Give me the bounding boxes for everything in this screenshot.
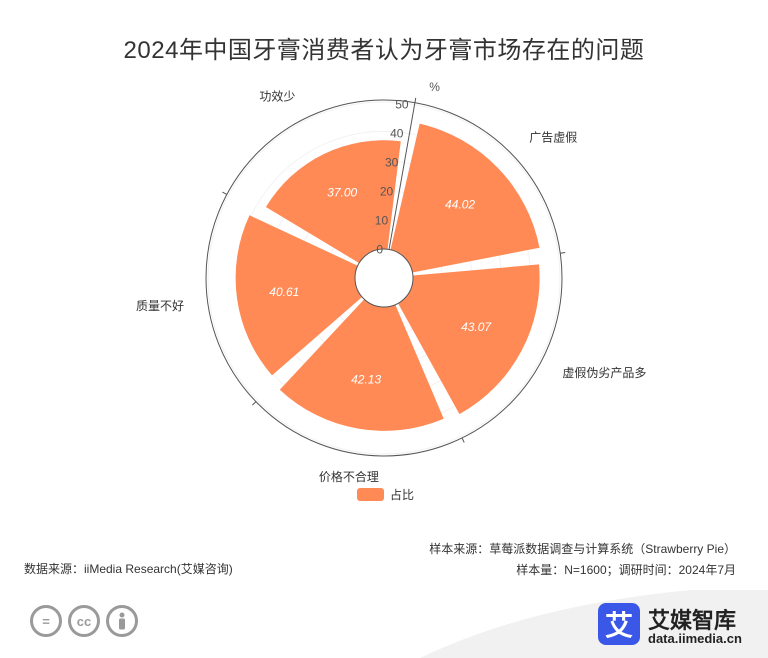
category-label-1: 广告虚假 [529, 131, 577, 145]
legend-swatch [357, 488, 384, 501]
legend[interactable]: 占比 [357, 486, 414, 503]
footer-background [420, 590, 768, 658]
bar-3 [279, 299, 444, 431]
brand-name: 艾媒智库 [648, 608, 737, 633]
outer-tick [461, 437, 465, 443]
category-label-2: 虚假伪劣产品多 [562, 366, 646, 380]
bar-1 [390, 123, 540, 273]
radial-tick-label: 20 [380, 185, 394, 199]
bar-4 [235, 215, 363, 376]
inner-circle [354, 248, 414, 308]
radial-axis-unit: % [429, 80, 440, 94]
radial-tick-label: 10 [375, 213, 389, 227]
grid-ring [207, 101, 561, 455]
nd-license-icon: = [30, 605, 62, 637]
category-label-3: 价格不合理 [319, 469, 379, 484]
sample-source: 样本来源：草莓派数据调查与计算系统（Strawberry Pie） [429, 542, 736, 556]
radial-tick-label: 30 [385, 156, 399, 170]
bar-5 [265, 140, 401, 264]
category-label-5: 功效少 [259, 88, 295, 103]
value-label-2: 43.07 [461, 320, 492, 334]
bar-2 [398, 264, 540, 415]
sample-info: 样本量：N=1600；调研时间：2024年7月 [516, 563, 736, 577]
license-icons: = cc [30, 605, 138, 637]
outer-tick [252, 401, 257, 406]
outer-circle [205, 99, 563, 457]
outer-tick [414, 97, 417, 103]
value-label-1: 44.02 [445, 198, 475, 212]
source-notes: 样本来源：草莓派数据调查与计算系统（Strawberry Pie） 样本量：N=… [429, 539, 736, 581]
radial-tick-label: 0 [376, 242, 383, 256]
value-label-3: 42.13 [351, 372, 381, 386]
outer-tick [560, 252, 566, 254]
radial-tick-label: 40 [390, 127, 404, 141]
value-label-4: 40.61 [269, 285, 299, 299]
value-label-5: 37.00 [327, 185, 357, 199]
chart-title: 2024年中国牙膏消费者认为牙膏市场存在的问题 [123, 37, 645, 64]
radial-tick-label: 50 [395, 98, 409, 112]
data-source: 数据来源：iiMedia Research(艾媒咨询) [24, 562, 233, 576]
brand-logo: 艾 [598, 603, 640, 645]
cc-license-icon: cc [68, 605, 100, 637]
polar-bar-chart: 44.02 43.07 42.13 40.61 37.00 0 10 20 30 40 50% 广告虚… [136, 80, 646, 484]
by-license-icon [106, 605, 138, 637]
outer-tick [222, 191, 228, 195]
category-label-4: 质量不好 [136, 299, 184, 313]
brand-url: data.iimedia.cn [648, 631, 742, 646]
legend-label: 占比 [390, 488, 415, 502]
radial-axis-line [388, 102, 416, 250]
